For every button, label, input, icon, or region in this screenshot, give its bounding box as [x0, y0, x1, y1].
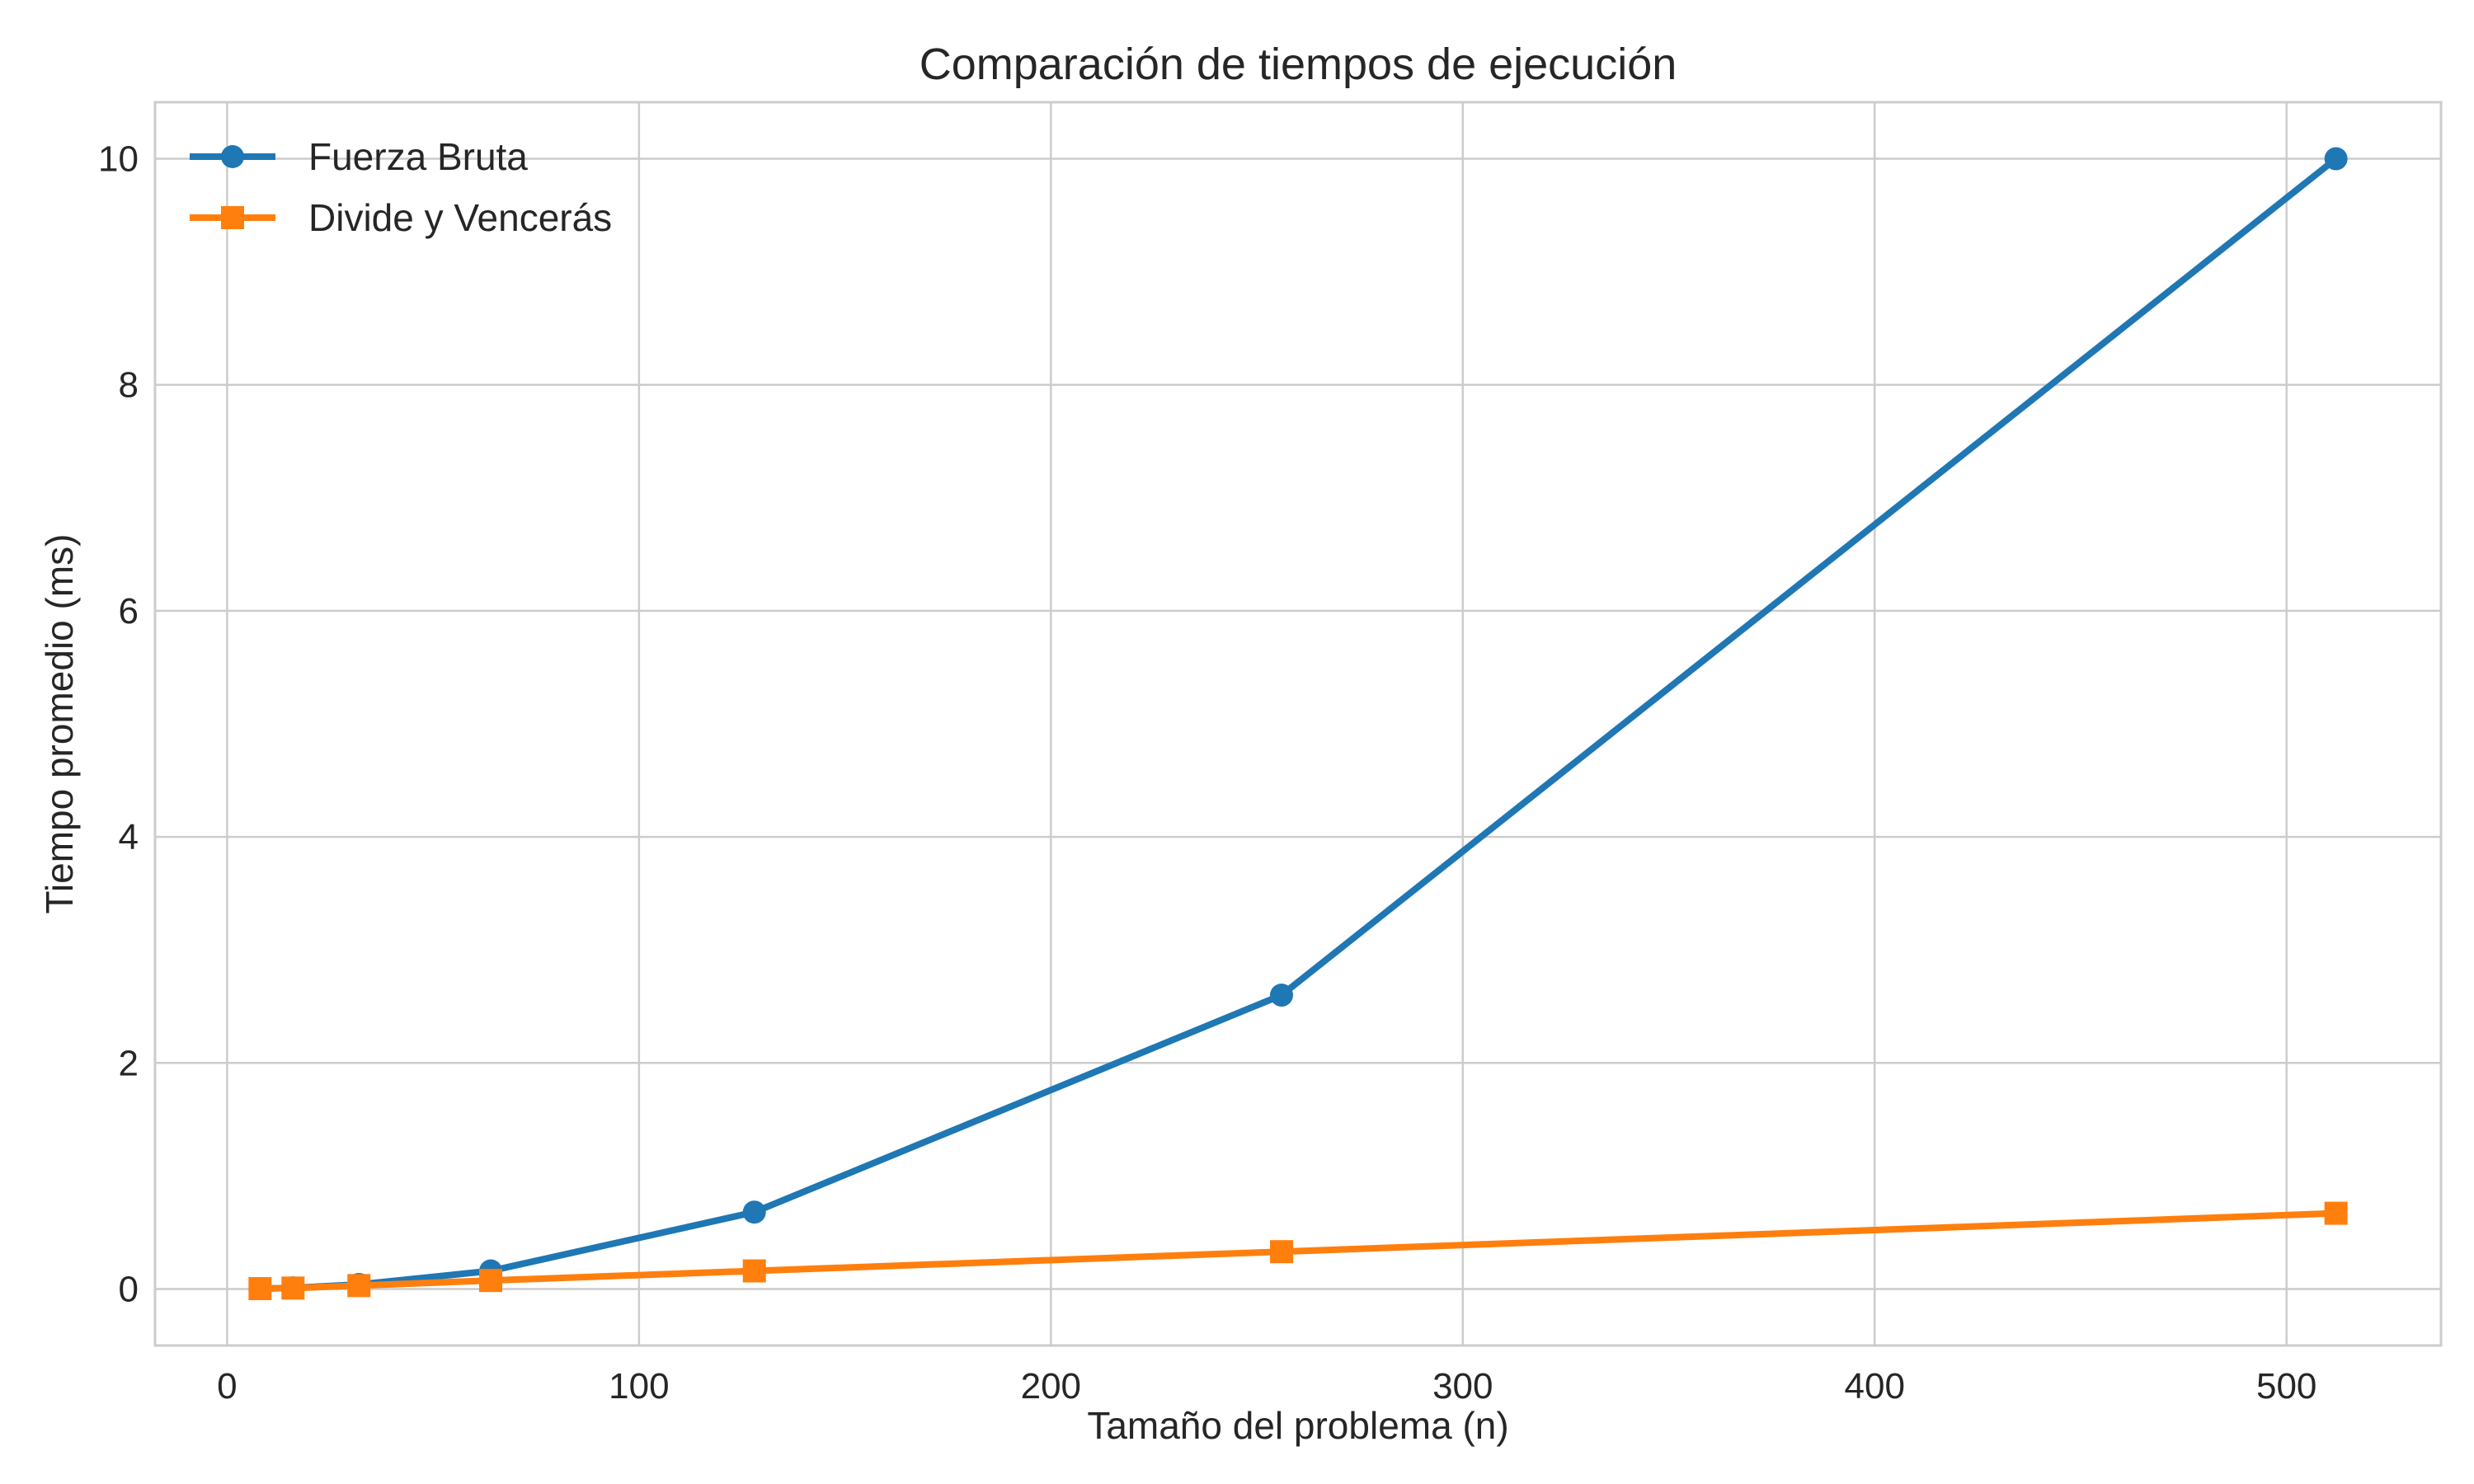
data-point [742, 1259, 766, 1283]
y-tick-label: 4 [119, 817, 139, 857]
data-point [347, 1274, 371, 1298]
data-point [248, 1277, 272, 1301]
tick-labels: 0 100 200 300 400 500 0 2 4 6 8 10 [98, 139, 2316, 1407]
legend-marker [221, 145, 244, 168]
y-tick-label: 0 [119, 1269, 139, 1309]
data-point [479, 1269, 503, 1293]
x-axis-label: Tamaño del problema (n) [1087, 1404, 1508, 1447]
series-layer [248, 147, 2348, 1301]
data-point [2324, 1201, 2348, 1225]
legend-marker [221, 206, 244, 229]
x-tick-label: 500 [2256, 1366, 2316, 1407]
y-tick-label: 8 [119, 365, 139, 406]
y-tick-label: 6 [119, 591, 139, 632]
y-axis-label: Tiempo promedio (ms) [38, 534, 81, 914]
data-point [1270, 984, 1294, 1007]
legend-label: Divide y Vencerás [308, 196, 612, 239]
data-point [742, 1200, 766, 1224]
legend-label: Fuerza Bruta [308, 135, 528, 178]
x-tick-label: 300 [1432, 1366, 1493, 1407]
data-point [1270, 1240, 1294, 1264]
y-tick-label: 10 [98, 139, 139, 180]
grid [155, 102, 2441, 1345]
data-point [2324, 147, 2348, 171]
chart-title: Comparación de tiempos de ejecución [920, 40, 1677, 89]
data-point [281, 1276, 305, 1300]
x-tick-label: 200 [1021, 1366, 1081, 1407]
legend-item: Fuerza Bruta [190, 135, 528, 178]
x-tick-label: 0 [217, 1366, 237, 1407]
x-tick-label: 100 [609, 1366, 669, 1407]
series-2 [248, 1201, 2348, 1301]
plot-frame [153, 101, 2443, 1347]
y-tick-label: 2 [119, 1043, 139, 1083]
x-tick-label: 400 [1845, 1366, 1905, 1407]
legend-item: Divide y Vencerás [190, 196, 612, 239]
legend: Fuerza Bruta Divide y Vencerás [190, 135, 612, 239]
